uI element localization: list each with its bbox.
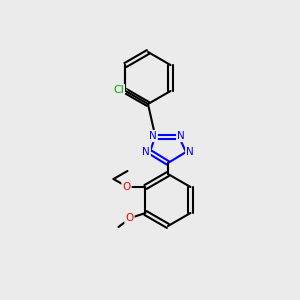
Text: N: N xyxy=(149,131,157,141)
Text: O: O xyxy=(125,213,134,223)
Text: O: O xyxy=(122,182,130,192)
Text: N: N xyxy=(142,147,150,157)
Text: N: N xyxy=(177,131,185,141)
Text: N: N xyxy=(186,147,194,157)
Text: Cl: Cl xyxy=(113,85,124,95)
